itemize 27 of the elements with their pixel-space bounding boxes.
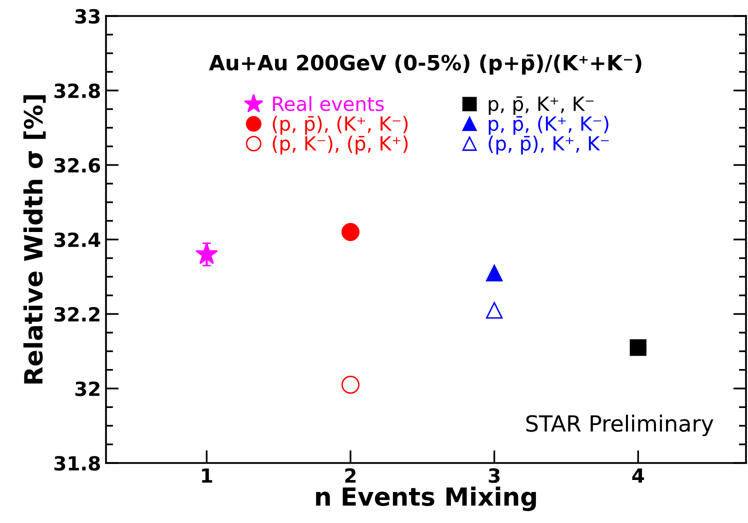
y-tick-label: 32.2	[54, 306, 100, 322]
text: Au+Au 200GeV (0-5%) (p+p̄)/(K⁺+K⁻)	[208, 54, 642, 75]
point	[630, 339, 646, 356]
y-tick-label: 33	[75, 8, 100, 24]
x-tick-label: 3	[488, 468, 500, 483]
x-tick-label: 2	[345, 468, 356, 483]
legend-label: p, p̄, (K⁺, K⁻)	[488, 116, 608, 135]
legend-label: Real events	[273, 96, 384, 112]
legend-label: p, p̄, K⁺, K⁻	[488, 96, 594, 115]
y-tick-label: 32	[75, 381, 100, 396]
y-tick-label: 32.4	[54, 232, 100, 248]
y-tick-label: 32.6	[54, 158, 100, 173]
point	[341, 223, 360, 242]
point	[195, 242, 218, 264]
legend-label: (p, p̄), K⁺, K⁻	[488, 136, 609, 154]
point	[341, 376, 360, 394]
x-axis-title: n Events Mixing	[316, 486, 536, 512]
x-tick-label: 4	[632, 468, 644, 483]
legend-label: (p, p̄), (K⁺, K⁻)	[272, 116, 408, 135]
y-tick-label: 32.8	[54, 83, 100, 98]
y-axis-title: Relative Width σ [%]	[23, 95, 46, 384]
y-tick-label: 31.8	[54, 456, 100, 471]
legend-label: (p, K⁻), (p̄, K⁺)	[272, 136, 408, 154]
x-tick-label: 1	[202, 468, 212, 483]
annotation: STAR Preliminary	[526, 414, 714, 436]
point	[486, 264, 503, 282]
point	[486, 302, 503, 319]
